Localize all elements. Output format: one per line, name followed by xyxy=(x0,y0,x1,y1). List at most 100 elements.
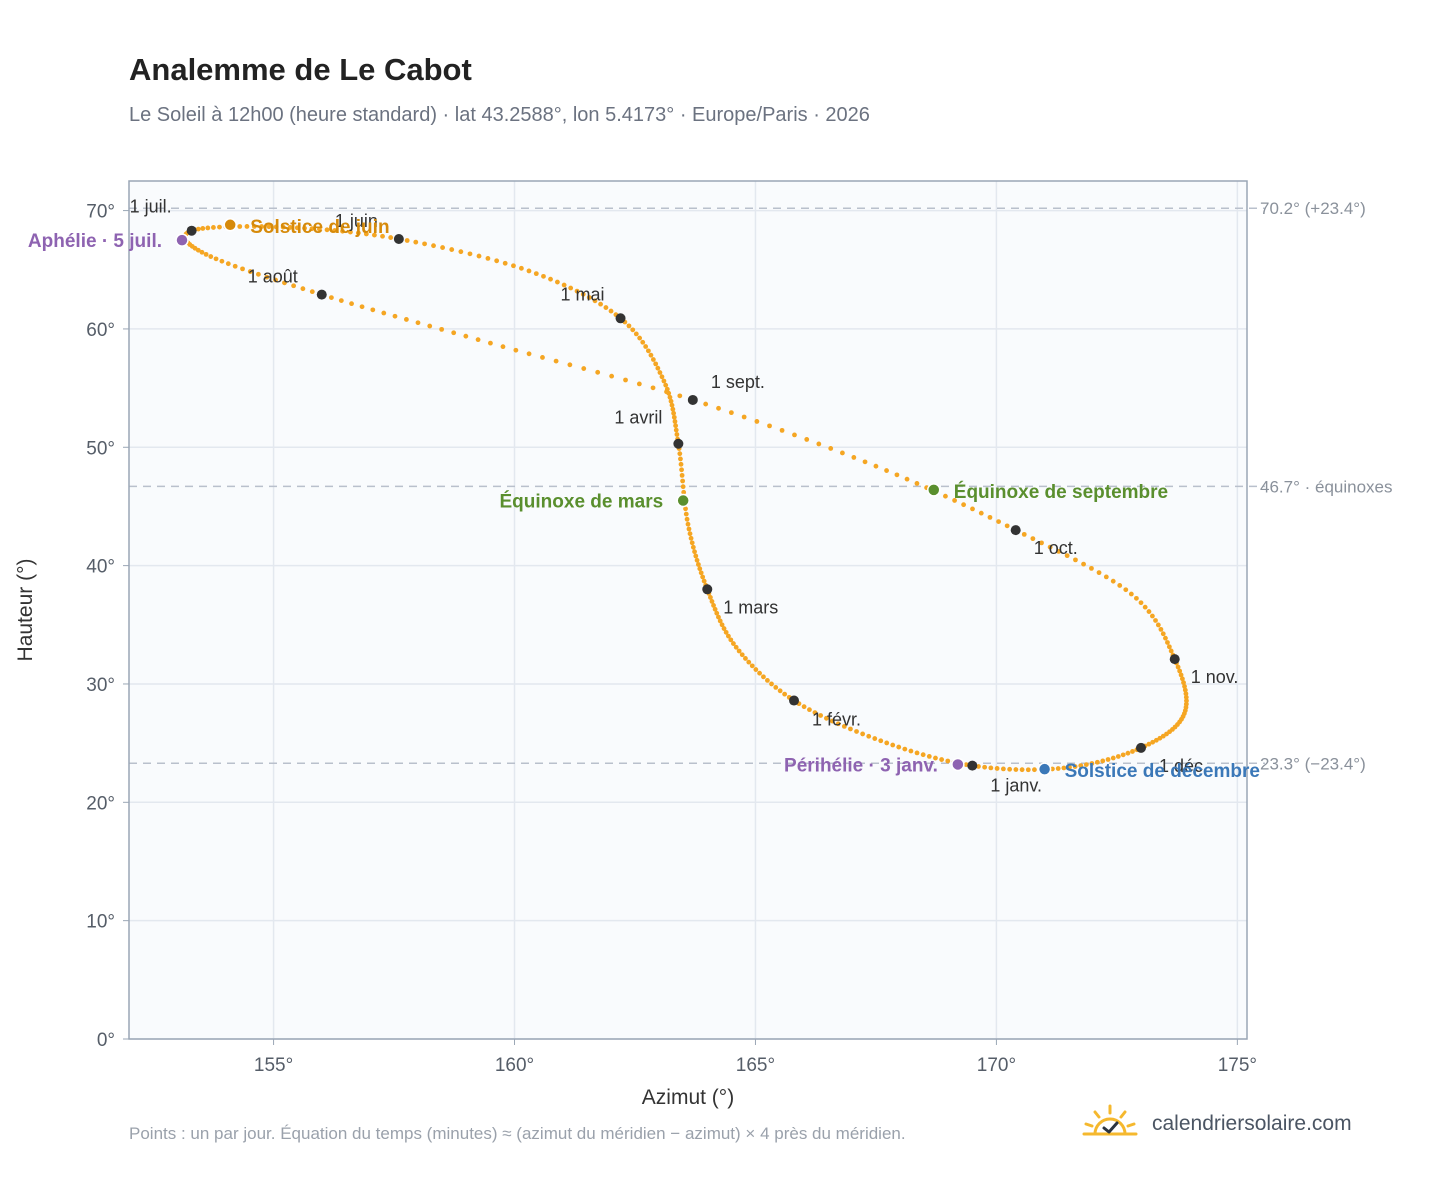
daily-point xyxy=(711,602,716,608)
month-marker xyxy=(615,313,626,324)
daily-point xyxy=(203,251,209,257)
daily-point xyxy=(208,254,214,259)
event-label: Solstice de décembre xyxy=(1065,761,1260,782)
daily-point xyxy=(1047,544,1053,550)
event-marker xyxy=(676,493,690,508)
daily-point xyxy=(728,637,734,643)
daily-point xyxy=(648,352,654,358)
daily-point xyxy=(1165,640,1170,645)
daily-point xyxy=(511,263,516,269)
daily-point xyxy=(643,344,649,349)
daily-point xyxy=(988,765,994,771)
brand: calendriersolaire.com xyxy=(1082,1104,1352,1144)
daily-point xyxy=(835,721,841,727)
daily-point xyxy=(427,323,433,329)
daily-point xyxy=(908,748,914,754)
daily-point xyxy=(609,373,615,379)
month-marker-label: 1 avril xyxy=(614,408,662,428)
event-marker xyxy=(1037,762,1052,776)
daily-point xyxy=(982,764,988,770)
daily-point xyxy=(743,656,748,661)
daily-point xyxy=(914,481,920,486)
daily-point xyxy=(247,269,253,274)
daily-point xyxy=(741,414,747,420)
month-marker xyxy=(316,289,327,300)
daily-point xyxy=(1142,604,1148,610)
daily-point xyxy=(1150,613,1155,619)
daily-point xyxy=(670,406,676,412)
daily-point xyxy=(494,258,500,264)
daily-point xyxy=(413,239,419,245)
reference-line-label: 70.2° (+23.4°) xyxy=(1260,199,1366,218)
daily-point xyxy=(1146,609,1152,614)
month-marker xyxy=(393,233,404,244)
y-tick-label: 50° xyxy=(86,438,115,459)
daily-point xyxy=(1064,553,1070,559)
daily-point xyxy=(273,277,278,283)
daily-point xyxy=(630,327,636,333)
daily-point xyxy=(1021,531,1027,537)
daily-point xyxy=(586,295,592,300)
daily-point xyxy=(1183,691,1189,697)
daily-point xyxy=(769,681,774,687)
month-marker xyxy=(967,760,978,771)
daily-point xyxy=(731,641,736,646)
daily-point xyxy=(782,691,788,697)
daily-point xyxy=(1128,591,1134,597)
plot-frame xyxy=(128,180,1248,1040)
daily-point xyxy=(709,599,715,604)
daily-point xyxy=(1110,578,1116,584)
daily-point xyxy=(807,707,812,713)
chart-subtitle: Le Soleil à 12h00 (heure standard) · lat… xyxy=(129,104,870,126)
daily-point xyxy=(655,365,661,371)
daily-point xyxy=(896,744,902,750)
daily-point xyxy=(513,347,519,353)
daily-point xyxy=(933,755,938,761)
month-marker xyxy=(673,438,684,449)
daily-point xyxy=(872,736,878,741)
daily-point xyxy=(338,298,344,304)
daily-point xyxy=(688,535,694,541)
daily-point xyxy=(1094,759,1100,765)
daily-point xyxy=(812,710,818,715)
event-markers: Solstice de juin Aphélie · 5 juil. Équinox… xyxy=(28,217,1260,782)
daily-point xyxy=(324,227,330,233)
month-markers: 1 janv. 1 févr. 1 mars 1 avril 1 mai 1 juin 1 … xyxy=(130,197,1239,796)
daily-point xyxy=(914,750,920,756)
daily-point xyxy=(1025,767,1031,773)
daily-point xyxy=(894,472,900,478)
daily-point xyxy=(1160,631,1166,637)
daily-point xyxy=(380,233,385,239)
daily-point xyxy=(568,285,574,291)
daily-point xyxy=(225,261,231,267)
daily-point xyxy=(266,224,272,230)
daily-point xyxy=(753,667,759,672)
x-tick-label: 160° xyxy=(495,1055,534,1076)
daily-point xyxy=(866,733,872,739)
reference-line-label: 46.7° · équinoxes xyxy=(1260,477,1393,496)
daily-point xyxy=(567,362,573,368)
daily-point xyxy=(475,337,481,343)
daily-point xyxy=(1061,765,1067,771)
daily-point xyxy=(1056,548,1062,554)
daily-point xyxy=(1150,739,1156,745)
daily-point xyxy=(779,427,785,433)
daily-point xyxy=(1013,767,1019,772)
daily-point xyxy=(264,274,270,280)
daily-point xyxy=(1166,644,1172,650)
daily-point xyxy=(636,381,642,387)
daily-point xyxy=(548,276,553,282)
daily-point xyxy=(608,308,614,314)
daily-point xyxy=(640,339,646,345)
event-label: Solstice de juin xyxy=(250,217,389,238)
daily-point xyxy=(689,540,695,546)
daily-point xyxy=(686,526,692,532)
event-label: Périhélie · 3 janv. xyxy=(784,755,938,776)
daily-point xyxy=(851,455,857,460)
daily-point xyxy=(994,766,1000,771)
daily-point xyxy=(1182,683,1187,689)
daily-point xyxy=(476,253,482,259)
daily-point xyxy=(679,467,684,473)
daily-point xyxy=(1100,758,1106,764)
